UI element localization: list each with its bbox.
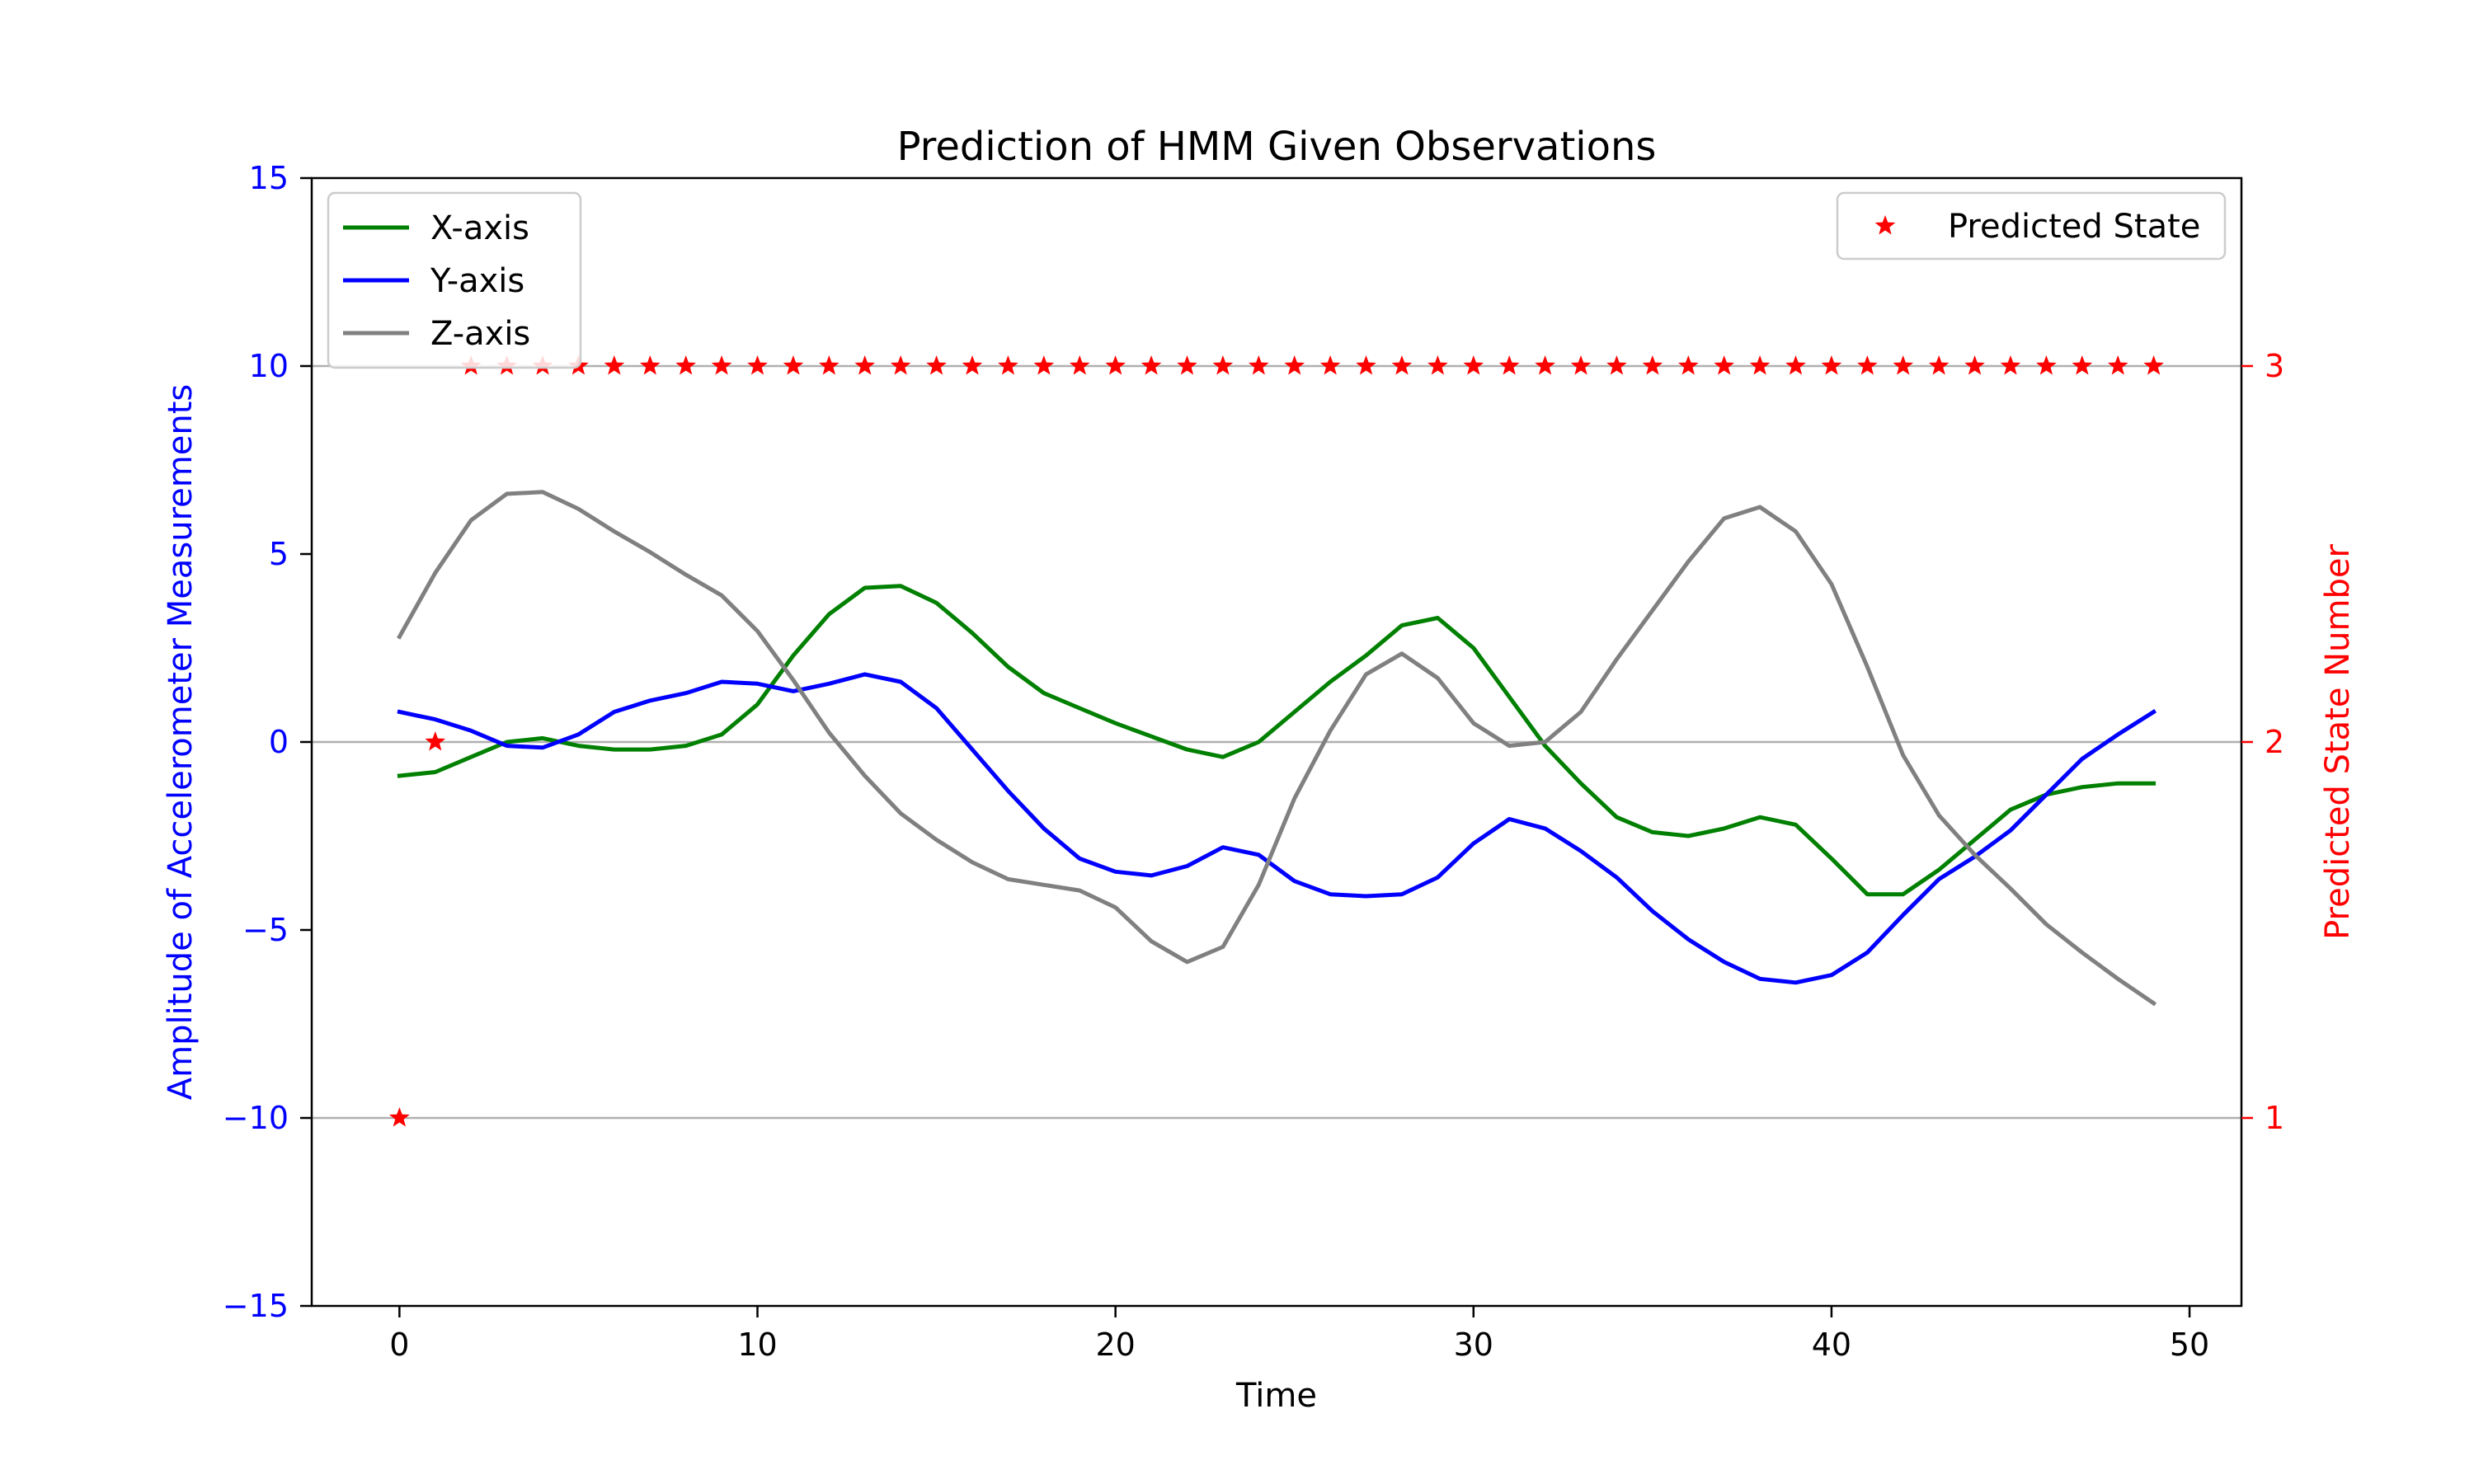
left-y-tick-label: 5 [269,536,289,572]
state-point [1105,355,1126,375]
right-y-tick-label: 3 [2265,348,2284,384]
legend-label: Predicted State [1948,208,2200,246]
legend-label: Y-axis [430,262,524,300]
state-point [675,355,696,375]
state-point [998,355,1018,375]
state-point [2107,355,2128,375]
left-y-axis-label: Amplitude of Accelerometer Measurements [162,384,200,1100]
state-point [1857,355,1878,375]
chart-title: Prediction of HMM Given Observations [897,124,1657,170]
state-point [819,355,840,375]
x-tick-label: 20 [1095,1327,1135,1363]
right-y-tick-label: 2 [2265,724,2284,760]
series-line-z-axis [396,490,2157,1007]
x-tick-label: 50 [2170,1327,2209,1363]
state-point [425,731,446,751]
series-line-x-axis [397,584,2157,897]
state-point [1498,355,1520,375]
state-point [1391,355,1413,375]
series-line-y-axis [397,672,2157,985]
left-y-tick-label: 15 [249,160,289,196]
state-point [783,355,804,375]
left-y-tick-label: −5 [242,912,289,948]
series-lines [396,490,2157,1007]
state-point [711,355,732,375]
state-point [2036,355,2057,375]
state-point [1570,355,1592,375]
legend-star-icon [1874,215,1896,235]
legend-label: X-axis [430,209,529,247]
state-point [2143,355,2164,375]
state-point [1535,355,1555,375]
state-point [1749,355,1771,375]
x-tick-label: 30 [1454,1327,1493,1363]
state-point [1177,355,1197,375]
state-point [854,355,876,375]
state-point [962,355,983,375]
state-point [1212,355,1234,375]
state-point [1606,355,1627,375]
left-y-tick-label: 10 [249,348,289,384]
state-point [1821,355,1842,375]
left-y-tick-label: 0 [269,724,289,760]
state-point [1284,355,1305,375]
right-y-axis-label: Predicted State Number [2319,544,2357,940]
x-tick-label: 40 [1812,1327,1851,1363]
grid-lines [312,364,2241,1120]
state-point [1893,355,1914,375]
right-y-tick-label: 1 [2265,1100,2284,1136]
state-point [1069,355,1090,375]
x-tick-label: 0 [389,1327,409,1363]
state-point [2072,355,2093,375]
legend-box [327,191,582,369]
state-point [1141,355,1162,375]
state-point [2000,355,2021,375]
state-point [1356,355,1376,375]
state-point [1642,355,1663,375]
state-point [926,355,947,375]
left-y-tick-label: −10 [223,1100,289,1136]
legend-series: X-axis Y-axis Z-axis [327,191,582,369]
left-y-tick-label: −15 [223,1288,289,1324]
state-point [1427,355,1448,375]
state-point [604,355,625,375]
state-point [1677,355,1699,375]
state-point [747,355,768,375]
state-point [1319,355,1341,375]
x-axis-label: Time [1235,1377,1317,1415]
state-point [1248,355,1269,375]
legend-predicted-state: Predicted State [1836,191,2227,261]
legend-box [1836,191,2227,261]
legend-label: Z-axis [430,315,530,353]
state-point [389,1107,410,1127]
right-y-axis-ticks: 1 2 3 [2241,348,2284,1136]
state-point [1964,355,1985,375]
left-y-axis-ticks: −15 −10 −5 0 5 10 15 [223,160,312,1324]
state-point [1785,355,1806,375]
state-point [1463,355,1484,375]
state-point [639,355,661,375]
state-point [1928,355,1950,375]
state-point [890,355,911,375]
x-axis-ticks: 0 10 20 30 40 50 [389,1306,2209,1363]
x-tick-label: 10 [737,1327,777,1363]
state-point [1714,355,1734,375]
state-point [1033,355,1055,375]
